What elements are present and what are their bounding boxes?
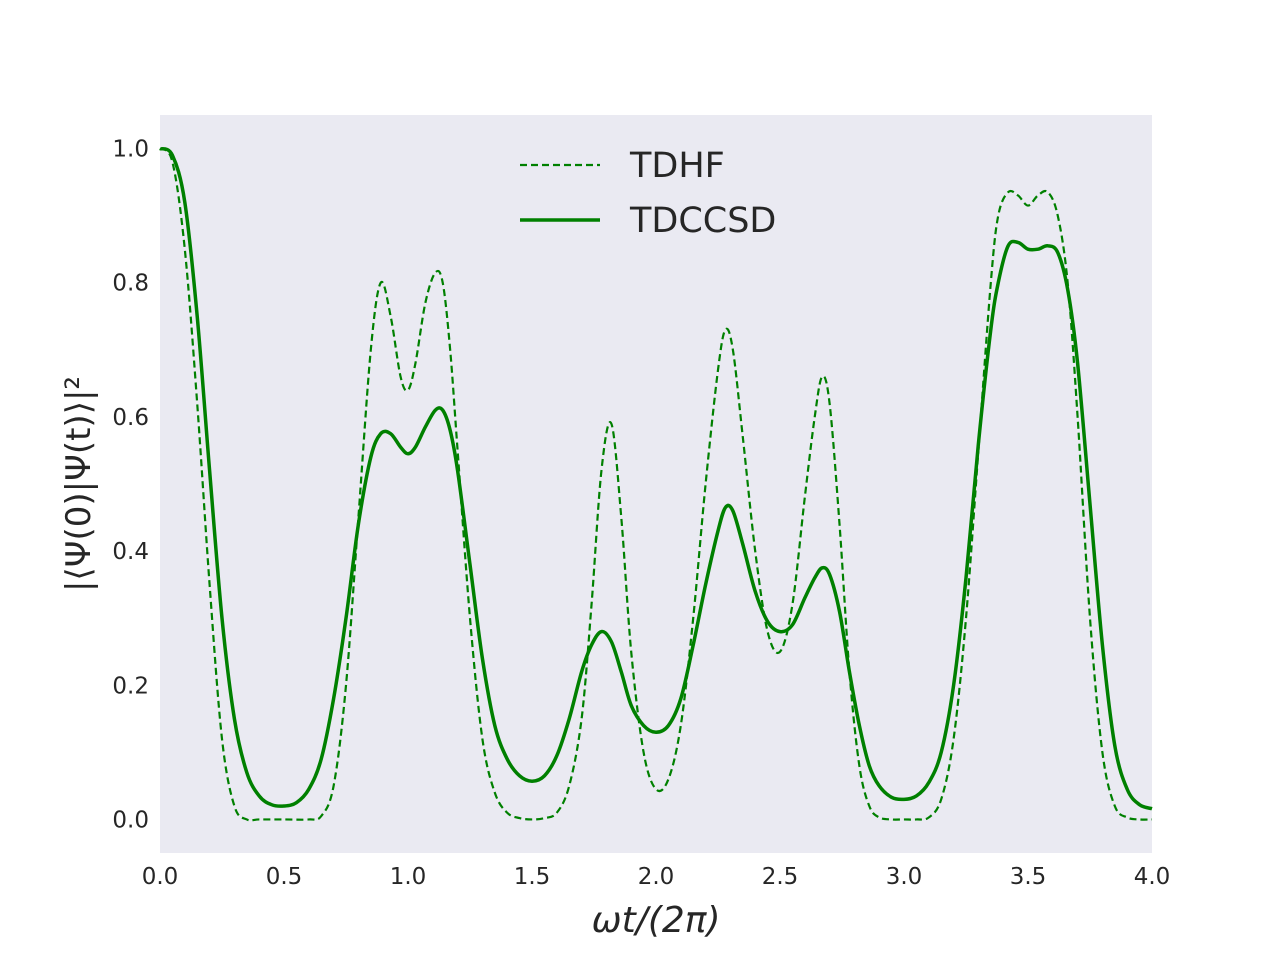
- series-line-tdccsd: [159, 146, 1153, 811]
- x-tick-label: 4.0: [1134, 864, 1171, 890]
- legend: TDHF TDCCSD: [520, 146, 776, 241]
- x-tick-label: 0.5: [266, 864, 303, 890]
- plot-area: [160, 115, 1152, 853]
- series-layer: [159, 146, 1153, 822]
- x-tick-labels: 0.0 0.5 1.0 1.5 2.0 2.5 3.0 3.5 4.0: [142, 864, 1171, 890]
- series-line-tdhf: [159, 147, 1153, 822]
- legend-label-tdhf: TDHF: [629, 146, 725, 186]
- legend-label-tdccsd: TDCCSD: [629, 201, 776, 241]
- x-tick-label: 1.5: [514, 864, 551, 890]
- y-tick-label: 0.6: [112, 405, 149, 431]
- x-tick-label: 0.0: [142, 864, 179, 890]
- y-tick-label: 0.0: [112, 807, 149, 833]
- x-tick-label: 3.5: [1010, 864, 1047, 890]
- x-tick-label: 2.5: [762, 864, 799, 890]
- x-axis-label: ωt/(2π): [591, 900, 720, 941]
- y-tick-label: 0.4: [112, 539, 149, 565]
- y-tick-label: 0.2: [112, 673, 149, 699]
- y-axis-label: |⟨Ψ(0)|Ψ(t)⟩|²: [59, 376, 99, 592]
- y-tick-label: 1.0: [112, 137, 149, 163]
- x-tick-label: 2.0: [638, 864, 675, 890]
- y-tick-label: 0.8: [112, 271, 149, 297]
- x-tick-label: 3.0: [886, 864, 923, 890]
- y-tick-labels: 0.0 0.2 0.4 0.6 0.8 1.0: [112, 137, 149, 834]
- x-tick-label: 1.0: [390, 864, 427, 890]
